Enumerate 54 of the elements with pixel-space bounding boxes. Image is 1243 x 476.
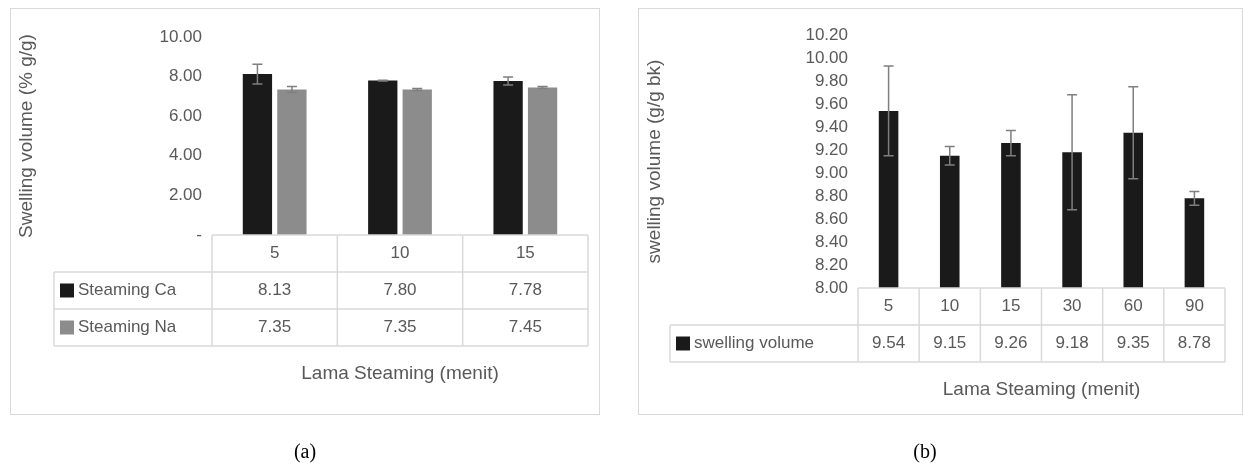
y-tick-label: 8.80 xyxy=(814,185,848,205)
x-tick-label: 90 xyxy=(1184,296,1204,316)
x-tick-label: 5 xyxy=(883,296,894,316)
y-tick-label: 2.00 xyxy=(168,185,202,205)
bar xyxy=(527,87,558,235)
bar xyxy=(368,80,398,235)
data-label: 8.78 xyxy=(1177,333,1211,353)
x-axis-title: Lama Steaming (menit) xyxy=(301,362,499,384)
data-label: 7.78 xyxy=(508,280,542,300)
data-label: 7.35 xyxy=(258,317,292,337)
y-tick-label: 8.60 xyxy=(814,208,848,228)
y-tick-label: 10.00 xyxy=(805,47,848,67)
x-tick-label: 30 xyxy=(1062,296,1082,316)
x-axis-title: Lama Steaming (menit) xyxy=(942,378,1141,400)
y-axis-title: swelling volume (g/g bk) xyxy=(642,59,664,264)
y-tick-label: 10.00 xyxy=(159,26,202,46)
y-tick-label: 8.00 xyxy=(168,66,202,86)
data-label: 7.45 xyxy=(508,317,542,337)
y-tick-label: 4.00 xyxy=(168,145,202,165)
legend-label: swelling volume xyxy=(694,333,814,353)
data-label: 9.18 xyxy=(1055,333,1089,353)
bar xyxy=(242,74,273,235)
y-tick-label: - xyxy=(196,224,202,244)
data-label: 7.80 xyxy=(383,280,417,300)
y-tick-label: 9.00 xyxy=(814,162,848,182)
bar xyxy=(277,89,307,235)
data-label: 9.35 xyxy=(1116,333,1150,353)
text: (a) xyxy=(292,440,318,463)
y-tick-label: 9.80 xyxy=(814,70,848,90)
x-tick-label: 60 xyxy=(1123,296,1143,316)
y-axis-title: Swelling volume (% g/g) xyxy=(14,34,36,238)
x-tick-label: 10 xyxy=(940,296,960,316)
bar xyxy=(402,89,432,235)
bar xyxy=(493,80,523,235)
y-tick-label: 6.00 xyxy=(168,105,202,125)
y-tick-label: 9.60 xyxy=(814,93,848,113)
y-tick-label: 8.20 xyxy=(814,254,848,274)
x-tick-label: 10 xyxy=(390,243,410,263)
data-label: 8.13 xyxy=(258,280,292,300)
y-tick-label: 9.20 xyxy=(814,139,848,159)
y-tick-label: 8.00 xyxy=(814,277,848,297)
legend-label: Steaming Na xyxy=(78,317,177,337)
x-tick-label: 5 xyxy=(269,243,280,263)
legend-label: Steaming Ca xyxy=(78,280,177,300)
data-label: 9.15 xyxy=(933,333,967,353)
data-label: 9.54 xyxy=(872,333,906,353)
x-tick-label: 15 xyxy=(1001,296,1021,316)
data-label: 9.26 xyxy=(994,333,1028,353)
y-tick-label: 10.20 xyxy=(805,24,848,44)
text: (b) xyxy=(912,440,938,463)
data-label: 7.35 xyxy=(383,317,417,337)
y-tick-label: 8.40 xyxy=(814,231,848,251)
y-tick-label: 9.40 xyxy=(814,116,848,136)
x-tick-label: 15 xyxy=(515,243,535,263)
